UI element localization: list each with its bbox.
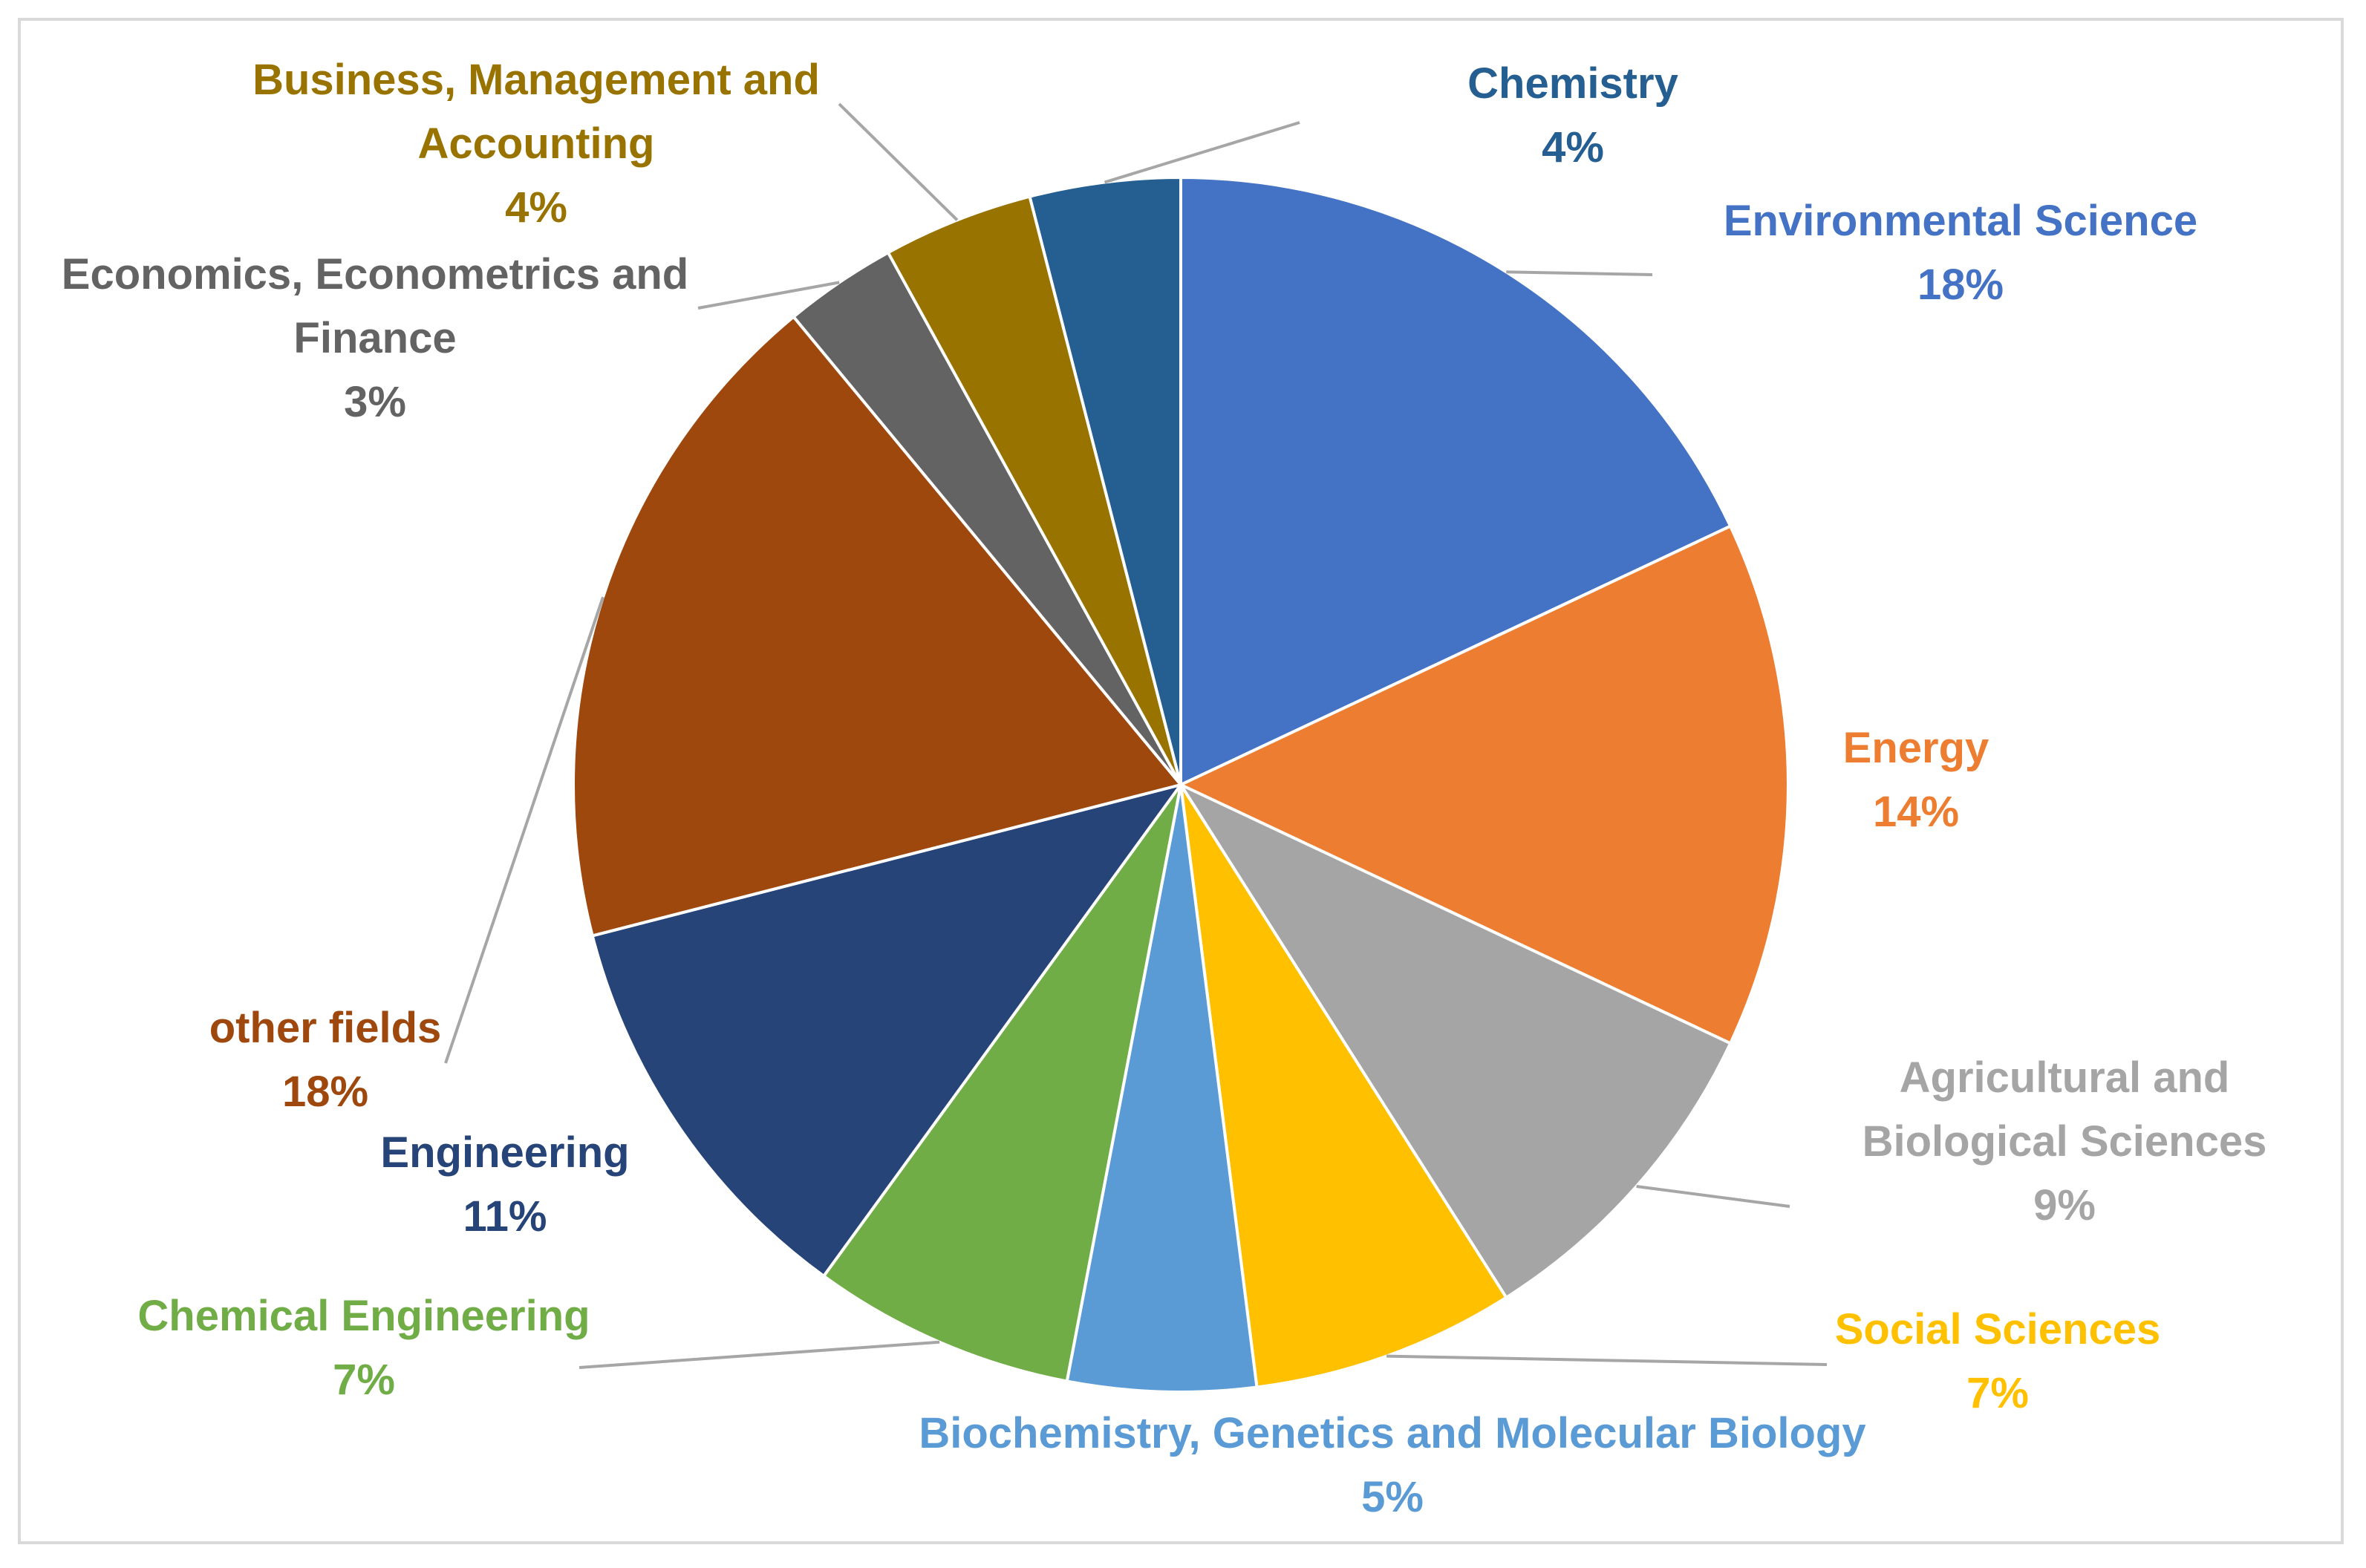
leader-line: [697, 281, 840, 310]
pie-slice-agricultural-and-biological-sciences: [1176, 781, 1733, 1300]
data-label-agricultural-and-biological-sciences: Agricultural and Biological Sciences 9%: [1863, 1054, 2267, 1229]
pie-slice-other-fields: [572, 314, 1184, 938]
pie-slice-social-sciences: [1179, 783, 1509, 1389]
leader-line: [579, 1340, 940, 1369]
leader-line: [1386, 1354, 1828, 1366]
data-label-economics-econometrics-and-finance: Economics, Econometrics and Finance 3%: [62, 250, 688, 426]
data-label-energy: Energy 14%: [1843, 724, 1989, 836]
pie-slice-engineering: [590, 782, 1184, 1278]
data-label-biochemistry-genetics-and-molecular-biology: Biochemistry, Genetics and Molecular Bio…: [919, 1409, 1865, 1521]
pie-slice-business-management-and-accounting: [886, 195, 1182, 785]
pie-slice-biochemistry-genetics-and-molecular-biology: [1065, 784, 1259, 1394]
pie-slice-chemical-engineering: [821, 783, 1182, 1383]
leader-line: [444, 596, 604, 1064]
data-label-business-management-and-accounting: Business, Management and Accounting 4%: [252, 56, 820, 232]
data-label-chemistry: Chemistry 4%: [1467, 59, 1678, 172]
pie-slice-chemistry: [1028, 175, 1182, 785]
data-label-environmental-science: Environmental Science 18%: [1724, 197, 2197, 309]
data-label-other-fields: other fields 18%: [209, 1004, 442, 1116]
leader-line: [838, 102, 959, 221]
leader-line: [1104, 121, 1300, 184]
data-label-engineering: Engineering 11%: [380, 1128, 629, 1241]
leader-line: [1506, 270, 1653, 276]
leader-line: [1636, 1185, 1790, 1208]
data-label-chemical-engineering: Chemical Engineering 7%: [137, 1292, 590, 1404]
pie-slice-environmental-science: [1179, 175, 1733, 788]
chart-frame: [18, 18, 2344, 1544]
data-label-social-sciences: Social Sciences 7%: [1835, 1305, 2160, 1417]
pie-slice-energy: [1177, 524, 1790, 1045]
